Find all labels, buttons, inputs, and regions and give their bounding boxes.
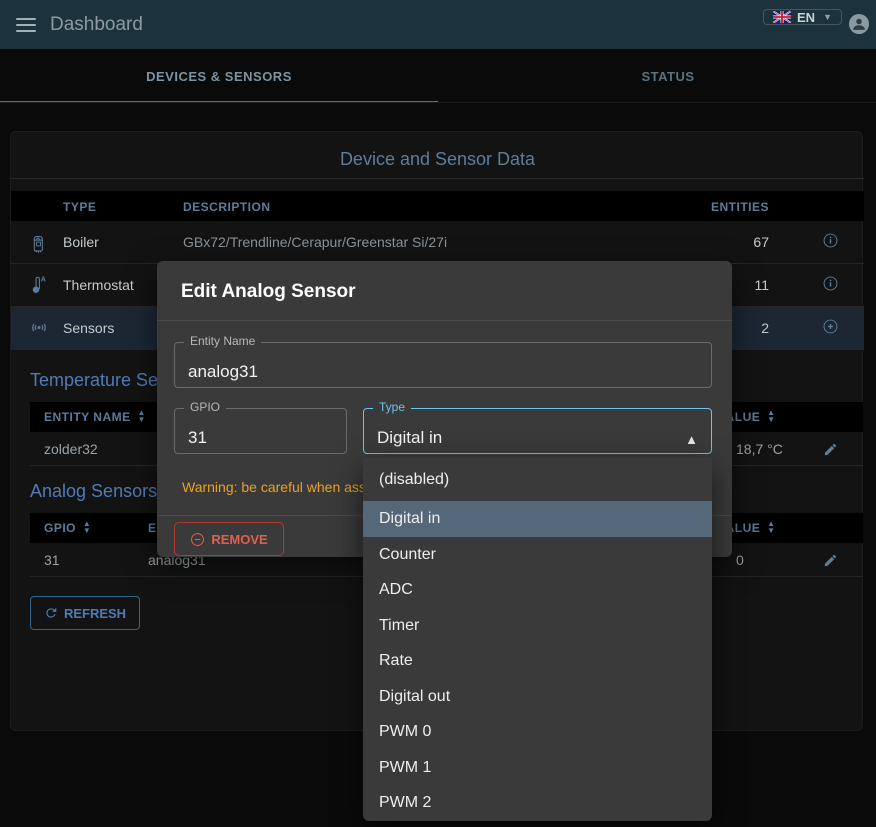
svg-text:A: A [41,277,46,284]
